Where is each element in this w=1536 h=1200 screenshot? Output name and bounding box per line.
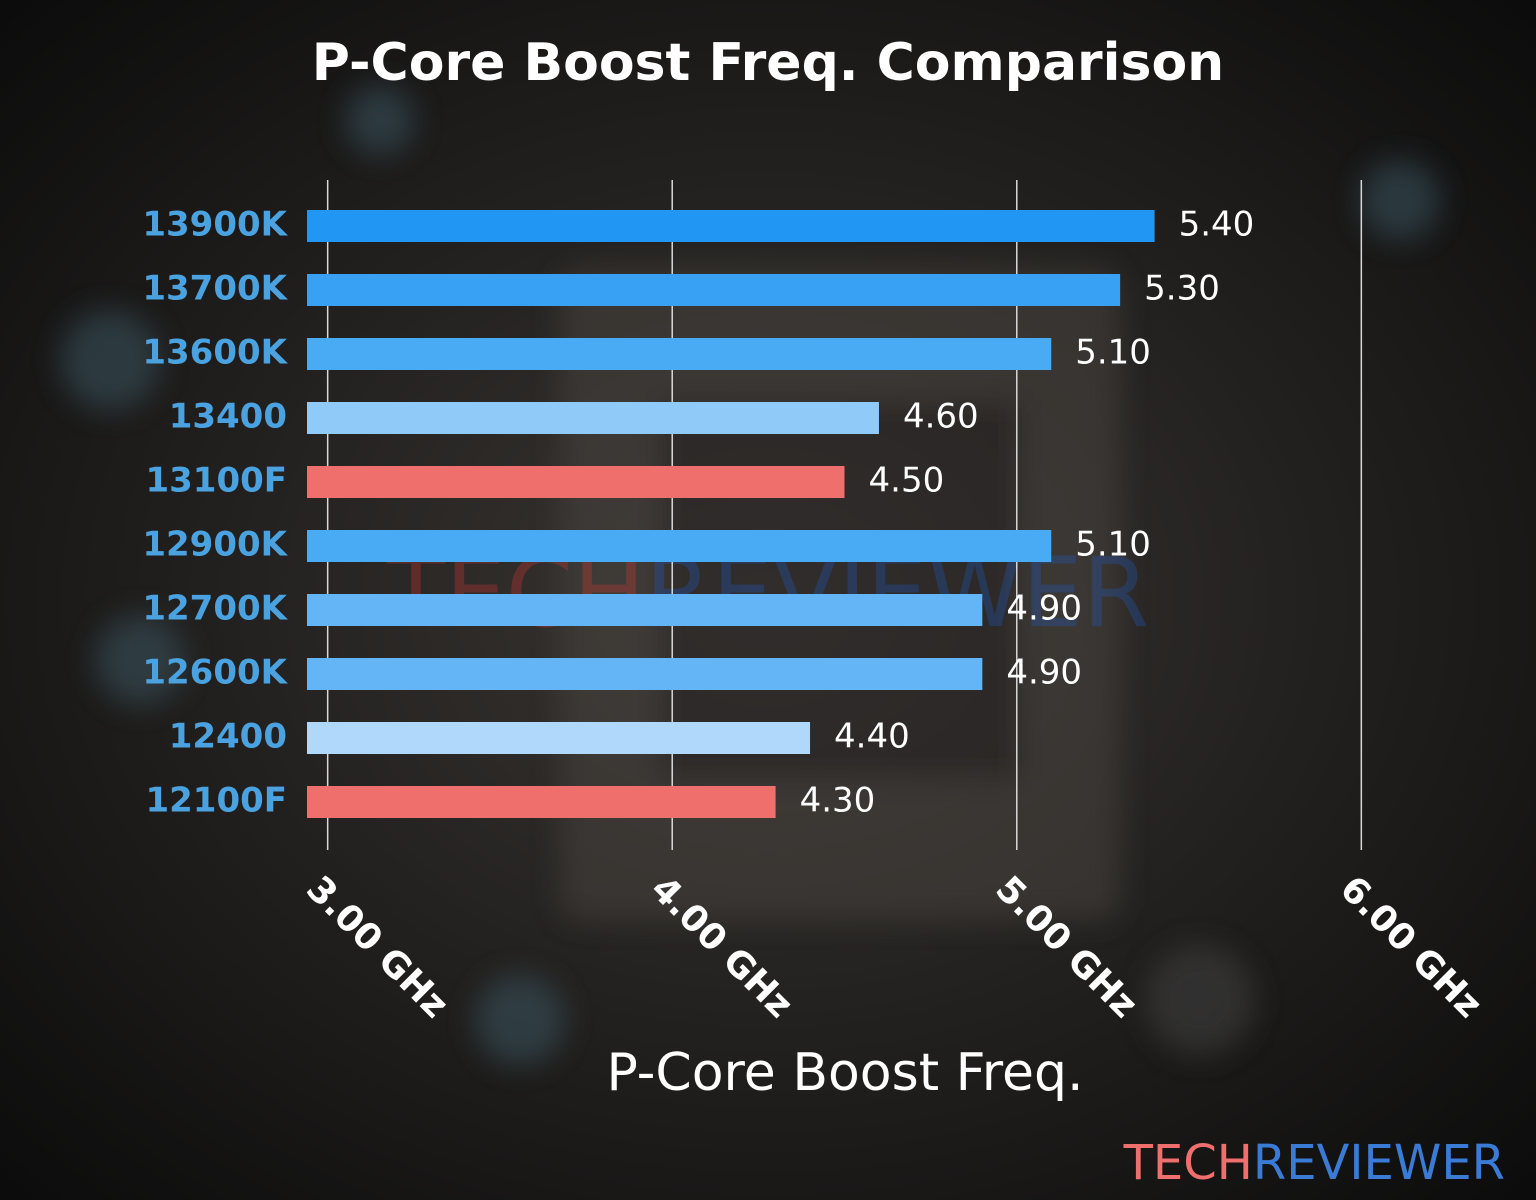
bar (307, 530, 1052, 562)
bar (307, 338, 1052, 370)
bar (307, 210, 1155, 242)
value-label: 4.90 (1006, 653, 1082, 693)
y-tick-label: 13700K (142, 269, 288, 309)
bar (307, 594, 983, 626)
y-tick-label: 13400 (169, 397, 287, 437)
value-label: 4.50 (869, 461, 945, 501)
value-label: 5.30 (1144, 269, 1220, 309)
bar (307, 466, 845, 498)
bar (307, 274, 1121, 306)
value-label: 4.90 (1006, 589, 1082, 629)
y-tick-label: 12700K (142, 589, 288, 629)
logo-tech: TECH (1123, 1135, 1253, 1191)
bar (307, 402, 879, 434)
y-tick-label: 13100F (145, 461, 287, 501)
chart-title: P-Core Boost Freq. Comparison (312, 33, 1224, 93)
value-label: 4.60 (903, 397, 979, 437)
y-tick-label: 13900K (142, 205, 288, 245)
bar (307, 658, 983, 690)
y-tick-label: 12600K (142, 653, 288, 693)
value-label: 4.30 (800, 781, 876, 821)
value-label: 4.40 (834, 717, 910, 757)
logo: TECHREVIEWER (1123, 1135, 1505, 1191)
y-tick-label: 12100F (145, 781, 287, 821)
bar (307, 722, 811, 754)
x-axis-label: P-Core Boost Freq. (606, 1043, 1083, 1103)
logo-reviewer: REVIEWER (1253, 1135, 1505, 1191)
y-tick-label: 12400 (169, 717, 287, 757)
value-label: 5.40 (1179, 205, 1255, 245)
bar (307, 786, 776, 818)
value-label: 5.10 (1075, 333, 1151, 373)
y-tick-label: 13600K (142, 333, 288, 373)
y-tick-label: 12900K (142, 525, 288, 565)
value-label: 5.10 (1075, 525, 1151, 565)
